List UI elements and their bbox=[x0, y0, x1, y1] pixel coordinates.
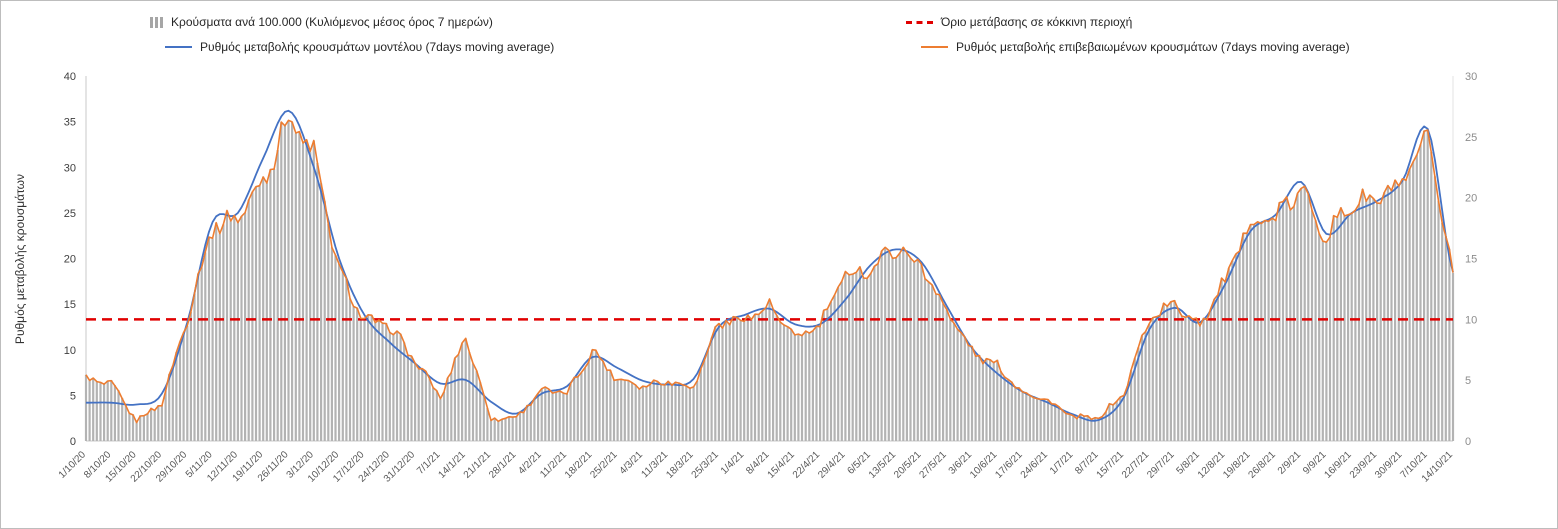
svg-text:22/4/21: 22/4/21 bbox=[791, 449, 823, 481]
svg-text:30/9/21: 30/9/21 bbox=[1373, 449, 1405, 481]
svg-text:0: 0 bbox=[1465, 436, 1471, 448]
svg-text:26/8/21: 26/8/21 bbox=[1247, 449, 1279, 481]
svg-text:10: 10 bbox=[64, 345, 76, 357]
svg-text:25/2/21: 25/2/21 bbox=[588, 449, 620, 481]
svg-text:13/5/21: 13/5/21 bbox=[867, 449, 899, 481]
svg-text:30: 30 bbox=[64, 162, 76, 174]
svg-text:18/2/21: 18/2/21 bbox=[563, 449, 595, 481]
svg-text:29/7/21: 29/7/21 bbox=[1145, 449, 1177, 481]
svg-text:17/6/21: 17/6/21 bbox=[993, 449, 1025, 481]
svg-text:15/7/21: 15/7/21 bbox=[1095, 449, 1127, 481]
svg-text:25: 25 bbox=[64, 208, 76, 220]
svg-text:15/4/21: 15/4/21 bbox=[766, 449, 798, 481]
left-axis-title: Ρυθμός μεταβολής κρουσμάτων bbox=[13, 173, 27, 345]
legend-label-model-rate: Ρυθμός μεταβολής κρουσμάτων μοντέλου (7d… bbox=[200, 40, 555, 54]
legend-item-confirmed-rate: Ρυθμός μεταβολής επιβεβαιωμένων κρουσμάτ… bbox=[921, 39, 1350, 55]
svg-text:35: 35 bbox=[64, 117, 76, 129]
model-line-icon bbox=[165, 46, 192, 48]
svg-text:20/5/21: 20/5/21 bbox=[892, 449, 924, 481]
legend-label-confirmed-rate: Ρυθμός μεταβολής επιβεβαιωμένων κρουσμάτ… bbox=[956, 40, 1350, 54]
svg-text:12/8/21: 12/8/21 bbox=[1196, 449, 1228, 481]
svg-text:0: 0 bbox=[70, 436, 76, 448]
svg-text:20: 20 bbox=[64, 254, 76, 266]
svg-text:5: 5 bbox=[70, 390, 76, 402]
legend-label-cases-per-100k: Κρούσματα ανά 100.000 (Κυλιόμενος μέσος … bbox=[171, 15, 493, 29]
svg-text:29/4/21: 29/4/21 bbox=[816, 449, 848, 481]
confirmed-line-icon bbox=[921, 46, 948, 48]
legend-label-red-threshold: Όριο μετάβασης σε κόκκινη περιοχή bbox=[941, 15, 1133, 29]
svg-text:18/3/21: 18/3/21 bbox=[664, 449, 696, 481]
bar-series-icon bbox=[150, 16, 163, 28]
svg-text:30: 30 bbox=[1465, 71, 1477, 83]
svg-text:16/9/21: 16/9/21 bbox=[1322, 449, 1354, 481]
threshold-dash-icon bbox=[906, 20, 933, 24]
svg-text:28/1/21: 28/1/21 bbox=[487, 449, 519, 481]
svg-text:10: 10 bbox=[1465, 314, 1477, 326]
svg-text:10/6/21: 10/6/21 bbox=[968, 449, 1000, 481]
legend-item-cases-per-100k: Κρούσματα ανά 100.000 (Κυλιόμενος μέσος … bbox=[150, 14, 493, 30]
svg-text:1/4/21: 1/4/21 bbox=[719, 449, 747, 477]
svg-text:25/3/21: 25/3/21 bbox=[690, 449, 722, 481]
svg-text:27/5/21: 27/5/21 bbox=[917, 449, 949, 481]
svg-text:1/7/21: 1/7/21 bbox=[1048, 449, 1076, 477]
svg-text:14/1/21: 14/1/21 bbox=[436, 449, 468, 481]
svg-text:24/6/21: 24/6/21 bbox=[1019, 449, 1051, 481]
svg-text:25: 25 bbox=[1465, 132, 1477, 144]
svg-text:20: 20 bbox=[1465, 193, 1477, 205]
legend-item-red-threshold: Όριο μετάβασης σε κόκκινη περιοχή bbox=[906, 14, 1132, 30]
svg-text:15: 15 bbox=[1465, 254, 1477, 266]
svg-text:22/7/21: 22/7/21 bbox=[1120, 449, 1152, 481]
svg-text:21/1/21: 21/1/21 bbox=[462, 449, 494, 481]
svg-text:23/9/21: 23/9/21 bbox=[1348, 449, 1380, 481]
svg-text:5: 5 bbox=[1465, 375, 1471, 387]
legend-item-model-rate: Ρυθμός μεταβολής κρουσμάτων μοντέλου (7d… bbox=[165, 39, 554, 55]
svg-text:40: 40 bbox=[64, 71, 76, 83]
svg-text:15: 15 bbox=[64, 299, 76, 311]
svg-text:1/10/20: 1/10/20 bbox=[57, 449, 89, 481]
svg-text:2/9/21: 2/9/21 bbox=[1276, 449, 1304, 477]
